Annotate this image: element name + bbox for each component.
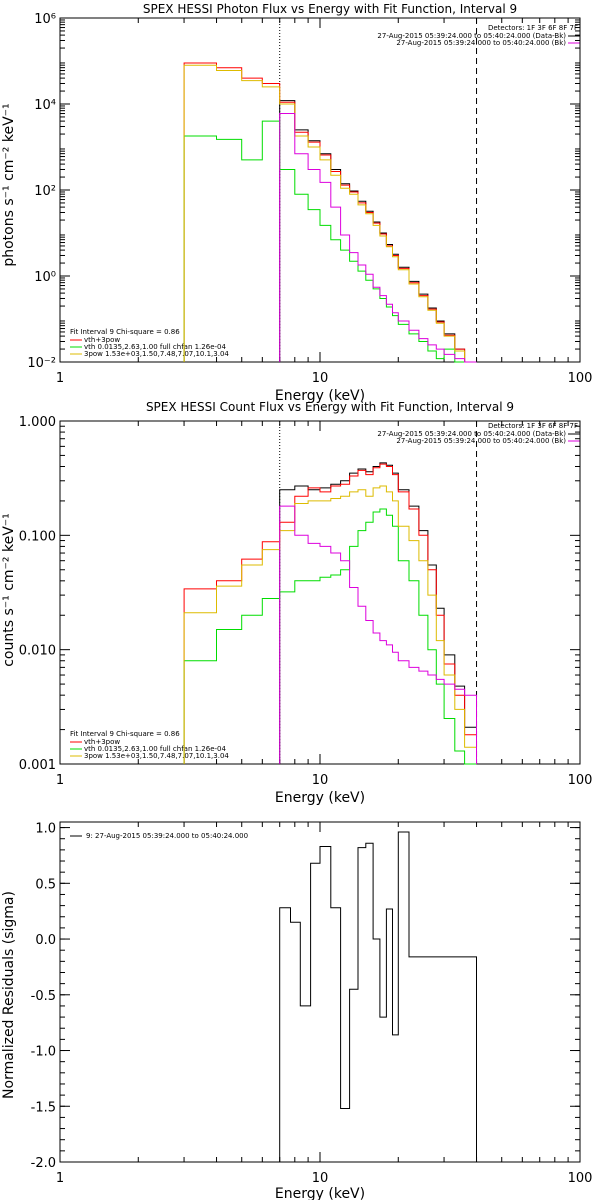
panel3-legend-label: 9: 27-Aug-2015 05:39:24.000 to 05:40:24.… [86, 832, 248, 840]
panel1-legend-swatches [70, 35, 580, 355]
panel1-series-4 [279, 113, 477, 363]
panel3-xlabel: Energy (keV) [275, 1186, 365, 1200]
panel3-xtick-label: 10 [312, 1171, 329, 1186]
panel2-ytick-label: 0.100 [19, 529, 56, 544]
panel2-xtick-label: 10 [312, 773, 329, 788]
panel2-fit-2: vth 0.0135,2.63,1.00 full chfan 1.26e-04 [84, 745, 226, 753]
panel2-ytick-label: 1.000 [19, 415, 56, 430]
panel1-xtick-label: 1 [56, 371, 64, 386]
panel3-ytick-label: -2.0 [31, 1156, 56, 1171]
panel1-series-0 [279, 100, 477, 363]
panel2-frame [59, 420, 581, 765]
panel2-xlabel: Energy (keV) [275, 790, 365, 806]
panel1-ytick-label: 10⁶ [34, 12, 56, 27]
panel3-series-0 [279, 831, 477, 1162]
panel1-fit-0: Fit Interval 9 Chi-square = 0.86 [70, 328, 180, 336]
panel3-xtick-label: 1 [56, 1171, 64, 1186]
panel1-ylabel: photons s⁻¹ cm⁻² keV⁻¹ [1, 103, 17, 266]
panel2-fit-0: Fit Interval 9 Chi-square = 0.86 [70, 730, 180, 738]
panel1-series-3 [183, 64, 477, 363]
panel2-ytick-label: 0.001 [19, 758, 56, 773]
panel1-fit-1: vth+3pow [84, 336, 120, 344]
panel1-info-0: Detectors: 1F 3F 6F 8F 7F [488, 24, 578, 32]
panel1-ytick-label: 10⁰ [34, 270, 56, 285]
panel2-info-0: Detectors: 1F 3F 6F 8F 7F [488, 422, 578, 430]
count-flux-panel: SPEX HESSI Count Flux vs Energy with Fit… [1, 400, 580, 806]
panel2-info-1: 27-Aug-2015 05:39:24.000 to 05:40:24.000… [377, 430, 566, 438]
panel3-ylabel: Normalized Residuals (sigma) [1, 891, 17, 1099]
panel3-ytick-label: 0.0 [35, 933, 56, 948]
panel1-frame [59, 17, 581, 363]
panel2-fit-3: 3pow 1.53e+03,1.50,7.48,7.07,10.1,3.04 [84, 752, 229, 760]
panel2-ylabel: counts s⁻¹ cm⁻² keV⁻¹ [1, 513, 17, 667]
panel3-ytick-label: 0.5 [35, 877, 56, 892]
panel3-ytick-label: -1.0 [31, 1045, 56, 1060]
panel1-xlabel: Energy (keV) [275, 388, 365, 404]
panel1-xtick-label: 10 [312, 371, 329, 386]
panel1-fit-3: 3pow 1.53e+03,1.50,7.48,7.07,10.1,3.04 [84, 350, 229, 358]
panel2-xtick-label: 100 [568, 773, 593, 788]
panel3-ytick-label: -0.5 [31, 989, 56, 1004]
panel2-info-2: 27-Aug-2015 05:39:24.000 to 05:40:24.000… [396, 437, 566, 445]
panel1-ytick-label: 10⁻² [27, 356, 56, 371]
panel1-ytick-label: 10² [34, 184, 56, 199]
panel2-xtick-label: 1 [56, 773, 64, 788]
panel2-series-0 [279, 462, 477, 764]
panel1-fit-2: vth 0.0135,2.63,1.00 full chfan 1.26e-04 [84, 343, 226, 351]
panel1-xtick-label: 100 [568, 371, 593, 386]
panel1-series-1 [183, 62, 477, 363]
panel2-series-3 [183, 485, 477, 764]
panel3-ytick-label: 1.0 [35, 822, 56, 837]
panel1-info-1: 27-Aug-2015 05:39:24.000 to 05:40:24.000… [377, 32, 566, 40]
panel1-title: SPEX HESSI Photon Flux vs Energy with Fi… [143, 2, 517, 16]
panel2-legend-swatches [70, 433, 580, 757]
residuals-panel: Energy (keV) Normalized Residuals (sigma… [1, 832, 365, 1200]
panel2-series-1 [183, 463, 477, 764]
panel1-ytick-label: 10⁴ [34, 98, 56, 113]
panel3-xtick-label: 100 [568, 1171, 593, 1186]
panel3-ytick-label: -1.5 [31, 1100, 56, 1115]
panel2-ytick-label: 0.010 [19, 644, 56, 659]
panel3-frame [59, 821, 581, 1163]
panel2-title: SPEX HESSI Count Flux vs Energy with Fit… [146, 400, 514, 414]
photon-flux-panel: SPEX HESSI Photon Flux vs Energy with Fi… [1, 2, 580, 404]
panel1-info-2: 27-Aug-2015 05:39:24.000 to 05:40:24.000… [396, 39, 566, 47]
panel2-series-4 [279, 505, 477, 764]
panel2-fit-1: vth+3pow [84, 738, 120, 746]
